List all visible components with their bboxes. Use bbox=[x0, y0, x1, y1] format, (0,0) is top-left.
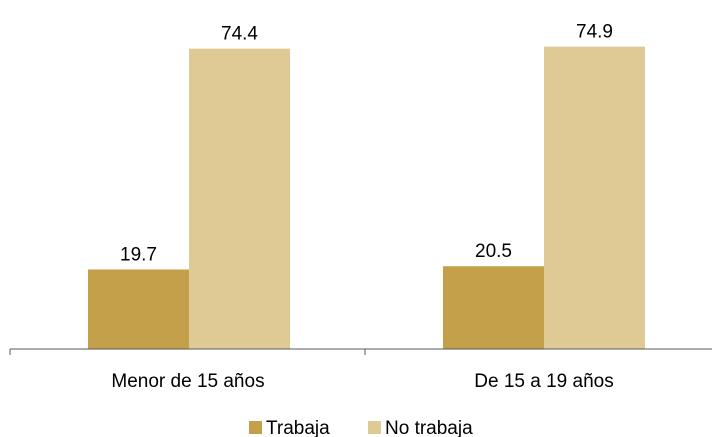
value-labels-layer: 19.7 74.4 20.5 74.9 bbox=[120, 22, 613, 266]
bar-no-trabaja-0 bbox=[189, 48, 290, 350]
legend-label-trabaja: Trabaja bbox=[266, 418, 330, 437]
legend-swatch-trabaja bbox=[249, 421, 262, 434]
legend-swatch-no-trabaja bbox=[368, 421, 381, 434]
category-label-15-19: De 15 a 19 años bbox=[474, 371, 613, 392]
value-label-trabaja-0: 19.7 bbox=[120, 244, 157, 265]
bar-no-trabaja-1 bbox=[544, 46, 645, 350]
value-label-no-trabaja-1: 74.9 bbox=[576, 22, 613, 43]
legend: Trabaja No trabaja bbox=[249, 418, 473, 437]
category-label-menor-15: Menor de 15 años bbox=[111, 371, 264, 392]
bar-trabaja-1 bbox=[443, 266, 544, 349]
bar-trabaja-0 bbox=[88, 269, 189, 349]
legend-label-no-trabaja: No trabaja bbox=[385, 418, 473, 437]
value-label-no-trabaja-0: 74.4 bbox=[221, 24, 258, 45]
bars-layer bbox=[88, 46, 645, 350]
value-label-trabaja-1: 20.5 bbox=[475, 241, 512, 262]
